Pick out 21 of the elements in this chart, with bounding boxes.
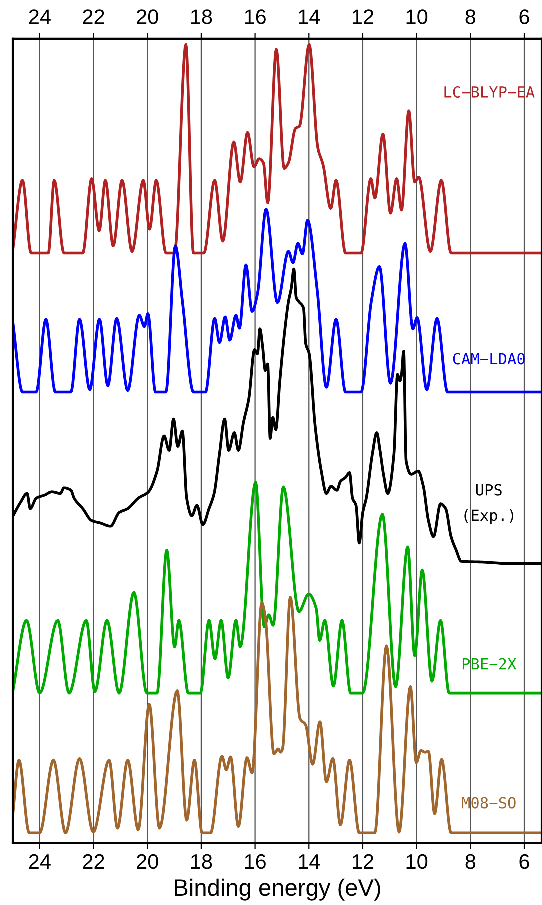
- x2-tick-label: 8: [466, 10, 476, 24]
- x-tick-label: 12: [352, 854, 374, 869]
- x2-tick-label: 18: [191, 10, 212, 24]
- x2-tick-label: 14: [299, 10, 320, 24]
- x-tick-label: 22: [83, 854, 104, 869]
- x2-tick-label: 16: [245, 10, 266, 24]
- x-tick-label: 18: [191, 854, 212, 870]
- x-tick-label: 6: [520, 854, 530, 870]
- x-axis-title: Binding energy (eV): [175, 878, 380, 901]
- x-tick-label: 10: [406, 854, 428, 870]
- x-tick-label: 24: [29, 854, 51, 869]
- x-tick-label: 16: [245, 854, 266, 870]
- x2-tick-label: 6: [520, 10, 530, 24]
- x2-tick-label: 22: [83, 10, 104, 24]
- x2-tick-label: 10: [406, 10, 428, 24]
- x-tick-label: 14: [299, 854, 320, 869]
- x2-tick-label: 12: [352, 10, 374, 24]
- x2-tick-label: 24: [29, 10, 51, 24]
- x-tick-label: 20: [137, 854, 158, 870]
- x2-tick-label: 20: [137, 10, 158, 24]
- x-tick-label: 8: [466, 854, 476, 870]
